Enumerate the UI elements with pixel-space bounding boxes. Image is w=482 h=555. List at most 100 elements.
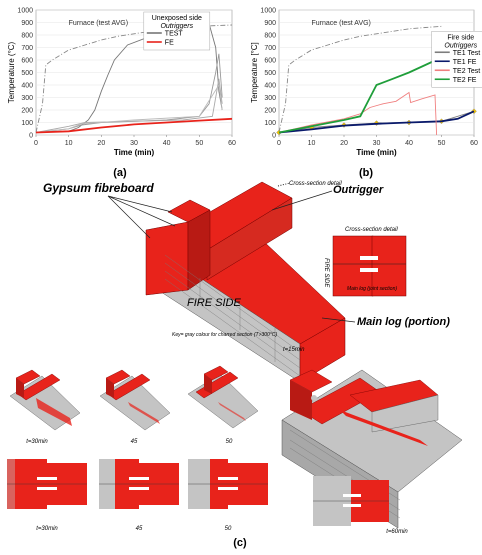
chart-0-ytick-label-2: 200: [21, 108, 33, 115]
gypsum-box-side: [187, 209, 211, 291]
chart-1-legend-subtitle: Outriggers: [444, 42, 477, 49]
chart-0-ytick-label-8: 800: [21, 33, 33, 40]
main-log-stripes: [164, 254, 301, 377]
cross-section-rect-right: [371, 235, 407, 297]
chart-1-ytick-label-7: 700: [264, 45, 276, 52]
chart-0-xtick-label-5: 50: [195, 140, 203, 147]
chart-1-legend-label-3: TE2 FE: [453, 77, 477, 84]
chart-1-ytick-label-0: 0: [272, 133, 276, 140]
chart-0-series-line-5: [35, 117, 233, 134]
chart-0-ytick-label-5: 500: [21, 70, 33, 77]
chart-1-ylabel: Temperature [°C]: [250, 42, 259, 103]
chart-1-legend-label-2: TE2 Test: [453, 68, 481, 75]
main-log-end: [299, 317, 346, 383]
snapshot-model-30: [9, 369, 81, 431]
chart-0-xtick-label-2: 20: [97, 140, 105, 147]
chart-1-xtick-label-4: 40: [405, 140, 413, 147]
chart-1-legend-label-0: TE1 Test: [453, 50, 481, 57]
chart-0-ytick-label-3: 300: [21, 95, 33, 102]
chart-0-xtick-label-6: 60: [228, 140, 236, 147]
chart-0-ylabel: Temperature (°C): [7, 41, 16, 103]
chart-1-series-line-3: [278, 91, 438, 136]
chart-b: 0 100 200 300 400 500 600 700 800 900 1000 0 10 20 30 4…: [250, 8, 482, 157]
main-log-joint-label: Main log (joint section): [347, 286, 397, 292]
chart-0-legend-subtitle: Outriggers: [160, 23, 193, 30]
chart-1-xtick-label-2: 20: [340, 140, 348, 147]
chart-0-xtick-label-0: 0: [34, 140, 38, 147]
chart-1-xtick-label-6: 60: [470, 140, 478, 147]
chart-1-xlabel: Time (min): [356, 148, 397, 157]
section-caption-30: t=30min: [36, 526, 58, 532]
chart-a-panel-label: (a): [113, 167, 127, 179]
cross-section-inset: [332, 235, 407, 297]
gypsum-label: Gypsum fibreboard: [43, 181, 154, 195]
t60-caption: t=60min: [386, 529, 408, 535]
chart-1-xtick-label-5: 50: [438, 140, 446, 147]
chart-1-ytick-label-6: 600: [264, 58, 276, 65]
chart-1-ytick-label-2: 200: [264, 108, 276, 115]
chart-0-ytick-label-10: 1000: [17, 8, 33, 15]
snapshot-models: [9, 365, 259, 431]
chart-1-ytick-label-8: 800: [264, 33, 276, 40]
cross-section-title: Cross-section detail: [345, 227, 398, 233]
section-snapshots: [7, 459, 268, 509]
chart-0-series-line-3: [35, 78, 223, 133]
chart-1-ytick-label-9: 900: [264, 20, 276, 27]
chart-0-xtick-label-3: 30: [130, 140, 138, 147]
chart-1-series-line-2: [278, 110, 475, 134]
chart-0-xtick-label-4: 40: [163, 140, 171, 147]
chart-0-ytick-label-4: 400: [21, 83, 33, 90]
main-log-leader: [321, 317, 356, 323]
chart-0-legend-title: Unexposed side: [152, 15, 202, 22]
chart-0-ytick-label-6: 600: [21, 58, 33, 65]
snapshot-model-45: [99, 369, 171, 431]
fire-side-small-label: FIRE SIDE: [323, 258, 329, 288]
chart-1-ytick-label-5: 500: [264, 70, 276, 77]
section-snapshot-45: [99, 459, 179, 509]
cross-section-slot-1: [360, 256, 378, 260]
fire-side-label: FIRE SIDE: [187, 297, 241, 309]
chart-1-ytick-label-3: 300: [264, 95, 276, 102]
chart-1-xtick-label-1: 10: [308, 140, 316, 147]
cross-section-slot-2: [360, 268, 378, 272]
chart-1-annotation: Furnace (test AVG): [312, 20, 371, 27]
chart-1-xtick-label-0: 0: [277, 140, 281, 147]
chart-0-ytick-label-7: 700: [21, 45, 33, 52]
chart-1-ytick-label-4: 400: [264, 83, 276, 90]
chart-1-ytick-label-1: 100: [264, 120, 276, 127]
section-snapshot-50: [188, 459, 268, 509]
chart-0-ytick-label-1: 100: [21, 120, 33, 127]
chart-0-legend-label-1: FE: [165, 40, 174, 47]
snapshot-caption-45: 45: [131, 439, 138, 445]
outrigger-label: Outrigger: [333, 184, 384, 196]
panel-c-label: (c): [233, 537, 247, 549]
snapshot-model-50: [187, 365, 259, 429]
chart-0-ytick-label-9: 900: [21, 20, 33, 27]
chart-a: 0 100 200 300 400 500 600 700 800 900 1000 0 10 20 30 4…: [7, 8, 236, 158]
main-log-label: Main log (portion): [357, 316, 450, 328]
key-label: Key= gray colour for charred section (T>…: [172, 332, 277, 338]
chart-0-xlabel: Time (min): [114, 148, 155, 157]
chart-0-series-line-4: [35, 83, 223, 133]
chart-0-ytick-label-0: 0: [29, 133, 33, 140]
chart-0-annotation: Furnace (test AVG): [69, 20, 128, 27]
chart-1-legend-label-1: TE1 FE: [453, 59, 477, 66]
t15-label: t=15min: [283, 347, 305, 353]
cross-section-rect-left: [332, 235, 374, 297]
panel-c-main-model: [145, 181, 346, 383]
cross-section-dots: [277, 182, 291, 187]
chart-0-legend-label-0: TEST: [165, 31, 184, 38]
snapshot-caption-30: t=30min: [26, 439, 48, 445]
chart-b-panel-label: (b): [359, 167, 373, 179]
gypsum-leaders: [107, 195, 176, 239]
chart-1-ytick-label-10: 1000: [260, 8, 276, 15]
chart-1-legend-box: [431, 31, 482, 88]
chart-0-legend-box: [143, 11, 211, 51]
chart-1-xtick-label-3: 30: [373, 140, 381, 147]
chart-0-xtick-label-1: 10: [65, 140, 73, 147]
section-caption-45: 45: [136, 526, 143, 532]
section-caption-50: 50: [225, 526, 232, 532]
snapshot-caption-50: 50: [226, 439, 233, 445]
outrigger-leader: [271, 190, 333, 211]
